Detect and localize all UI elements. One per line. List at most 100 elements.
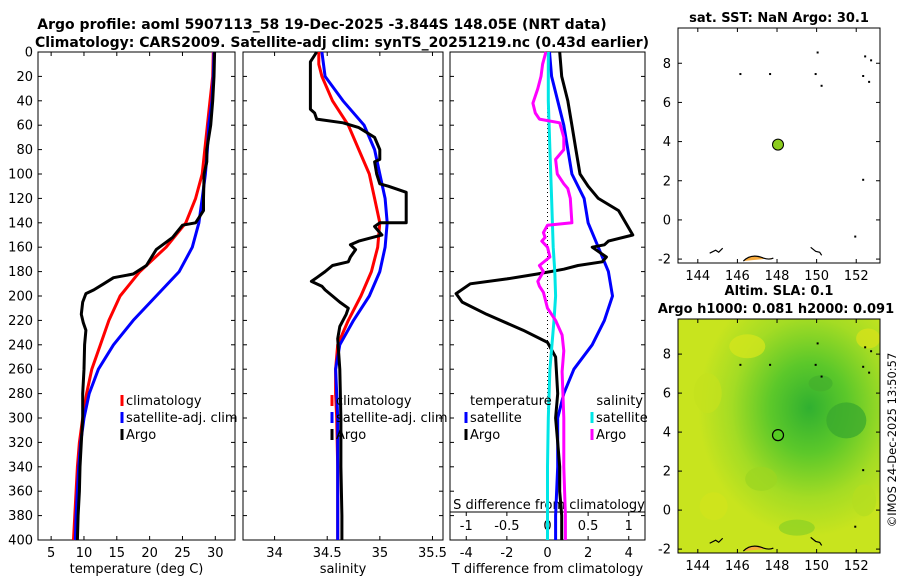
diff-xtick-label: 0 — [543, 546, 551, 561]
figure-title-line2: Climatology: CARS2009. Satellite-adj cli… — [35, 35, 649, 51]
temperature-panel: 0 20 40 60 80 100 120 140 160 180 200 220 240 260 280 3… — [8, 46, 237, 578]
sst-ytick-label: 4 — [663, 135, 671, 150]
diff-xlabel: T difference from climatology — [451, 562, 644, 577]
sla-field-patch — [856, 328, 881, 349]
temp-ytick-label: 40 — [16, 94, 33, 109]
temp-line-argo — [75, 51, 217, 541]
coastline — [810, 246, 823, 256]
temp-xtick-label: 5 — [47, 546, 55, 561]
coastline — [810, 536, 823, 546]
sla-field-patch — [778, 519, 815, 536]
temp-axes-box — [37, 51, 236, 541]
island-speck — [864, 55, 867, 58]
island-speck — [816, 51, 819, 54]
sla-field-patch — [699, 492, 728, 521]
diff-legend-temp-title: temperature — [470, 394, 552, 409]
sal-xtick-label: 34 — [266, 546, 283, 561]
sal-axes-box — [242, 51, 444, 541]
island-speck — [769, 363, 772, 366]
island-speck — [862, 178, 865, 181]
diff-salinity-tick-label: -1 — [460, 519, 473, 534]
temp-legend-label: satellite-adj. clim — [126, 411, 238, 426]
sla-ytick-label: 4 — [663, 426, 671, 441]
sla-field-patch — [808, 375, 833, 392]
sst-ytick-label: -2 — [658, 253, 671, 268]
island-speck — [854, 235, 857, 238]
diff-salinity-xlabel: S difference from climatology — [453, 498, 645, 513]
figure-title-line1: Argo profile: aoml 5907113_58 19-Dec-202… — [37, 17, 606, 33]
diff-legend-label: Argo — [470, 428, 500, 443]
sla-ytick-label: 8 — [663, 348, 671, 363]
island-speck — [739, 73, 742, 76]
sla-xtick-label: 152 — [844, 559, 869, 574]
temp-ytick-label: 200 — [8, 290, 33, 305]
diff-legend-label: Argo — [596, 428, 626, 443]
salinity-panel: 34 34.5 35 35.5 salinity climatology satellite… — [242, 51, 448, 577]
temp-ytick-label: 360 — [8, 485, 33, 500]
sst-xtick-label: 152 — [844, 269, 869, 284]
coastline — [709, 247, 724, 254]
sst-axes-box — [677, 27, 881, 264]
temp-ytick-label: 180 — [8, 265, 33, 280]
temp-ytick-label: 20 — [16, 70, 33, 85]
temp-legend-label: Argo — [126, 428, 156, 443]
sal-legend-label: satellite-adj. clim — [336, 411, 448, 426]
temp-ytick-label: 280 — [8, 387, 33, 402]
temp-ytick-label: 240 — [8, 338, 33, 353]
sla-xtick-label: 144 — [685, 559, 710, 574]
temp-xtick-label: 10 — [76, 546, 93, 561]
sal-legend-label: climatology — [336, 394, 412, 409]
sla-xtick-label: 148 — [765, 559, 790, 574]
island-speck — [820, 84, 823, 87]
temp-ytick-label: 80 — [16, 143, 33, 158]
diff-salinity-tick-label: 1 — [625, 519, 633, 534]
sla-ytick-label: 2 — [663, 465, 671, 480]
sal-line-satellite-adj-clim — [320, 51, 389, 540]
coastline — [742, 545, 774, 552]
island-speck — [868, 80, 871, 83]
temp-xlabel: temperature (deg C) — [70, 562, 204, 577]
diff-xtick-label: 4 — [625, 546, 633, 561]
sla-field-patch — [729, 334, 766, 359]
island-speck — [868, 371, 871, 374]
sla-field-patch — [852, 484, 877, 517]
island-speck — [739, 363, 742, 366]
temp-ytick-label: 320 — [8, 436, 33, 451]
sst-xtick-label: 144 — [685, 269, 710, 284]
sst-xtick-label: 150 — [804, 269, 829, 284]
sla-axes-box — [677, 318, 881, 554]
sla-title-line2: Argo h1000: 0.081 h2000: 0.091 — [658, 302, 894, 317]
sal-legend-label: Argo — [336, 428, 366, 443]
sla-map-panel: 144 146 148 150 152 -2 0 2 4 6 8 Altim. SLA: 0.1 Arg… — [658, 284, 894, 574]
diff-legend-label: satellite — [596, 411, 648, 426]
diff-xtick-label: 2 — [584, 546, 592, 561]
temp-ytick-label: 0 — [25, 46, 33, 61]
diff-line-s-satellite — [546, 52, 558, 540]
island-speck — [864, 346, 867, 349]
diff-line-t-argo — [454, 51, 635, 540]
sla-xtick-label: 150 — [804, 559, 829, 574]
island-speck — [854, 525, 857, 528]
temp-xtick-label: 30 — [207, 546, 224, 561]
island-speck — [814, 73, 817, 76]
temp-ytick-label: 140 — [8, 216, 33, 231]
temp-ytick-label: 220 — [8, 314, 33, 329]
sal-xtick-label: 34.5 — [313, 546, 342, 561]
temp-ytick-label: 160 — [8, 241, 33, 256]
sal-line-argo — [308, 51, 408, 540]
temp-ytick-label: 60 — [16, 119, 33, 134]
diff-salinity-tick-label: 0.5 — [578, 519, 599, 534]
temp-xtick-label: 15 — [109, 546, 126, 561]
sst-ytick-label: 2 — [663, 174, 671, 189]
temp-ytick-label: 100 — [8, 168, 33, 183]
sst-ytick-label: 0 — [663, 213, 671, 228]
difference-panel: -4 -2 0 2 4T difference from climatology -1 -0… — [449, 51, 648, 577]
sla-field-patch — [745, 466, 778, 491]
temp-ytick-label: 120 — [8, 192, 33, 207]
coastline — [709, 537, 724, 544]
diff-legend-sal-title: salinity — [596, 394, 643, 409]
diff-line-s-argo — [531, 51, 574, 540]
island-speck — [862, 75, 865, 77]
island-speck — [814, 363, 817, 366]
